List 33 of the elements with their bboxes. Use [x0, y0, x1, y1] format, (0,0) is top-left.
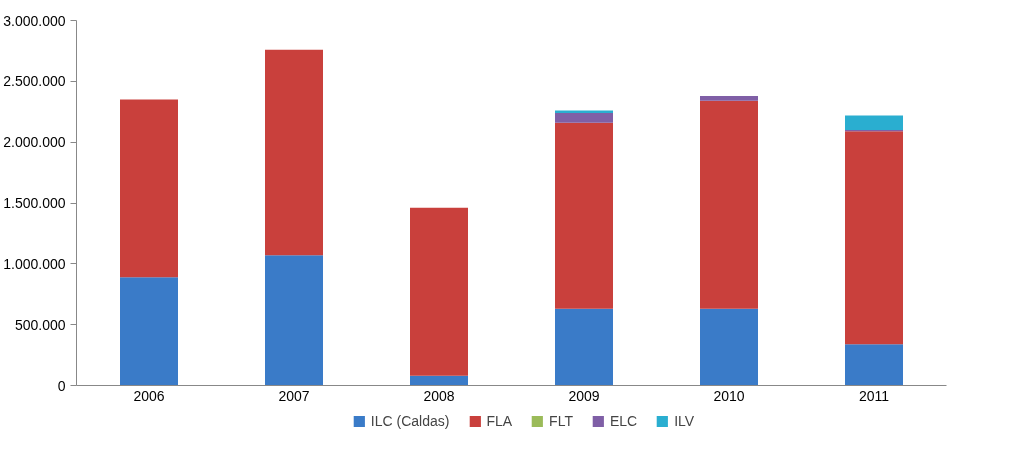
y-tick-label: 500.000 [14, 316, 66, 333]
bar [555, 308, 613, 386]
x-tick-label: 2006 [133, 387, 165, 404]
y-tick-label: 0 [57, 377, 66, 394]
y-tick-label: 2.000.000 [3, 134, 66, 151]
bar [120, 99, 178, 278]
x-tick-label: 2009 [568, 387, 600, 404]
bar [410, 375, 468, 386]
bar [555, 122, 613, 309]
bar [265, 49, 323, 256]
bar [700, 308, 758, 386]
legend-label: ILC (Caldas) [370, 413, 450, 429]
bar [555, 112, 613, 123]
bar [845, 115, 903, 130]
bar [265, 255, 323, 386]
legend-label: ELC [609, 413, 638, 429]
y-tick-label: 2.500.000 [3, 73, 66, 90]
legend-label: FLA [486, 413, 513, 429]
legend-label: FLT [549, 413, 573, 429]
y-tick-label: 1.500.000 [3, 195, 66, 211]
x-tick-label: 2011 [858, 387, 890, 404]
bar [700, 100, 758, 309]
bar [120, 277, 178, 386]
bar [845, 344, 903, 386]
x-tick-label: 2008 [423, 387, 455, 404]
bar [410, 207, 468, 376]
y-tick-label: 1.000.000 [3, 255, 66, 272]
bar [845, 131, 903, 345]
x-tick-label: 2007 [278, 387, 310, 404]
bar [700, 95, 758, 101]
x-tick-label: 2010 [713, 387, 745, 404]
y-tick-label: 3.000.000 [3, 12, 66, 29]
legend-label: ILV [674, 413, 695, 429]
